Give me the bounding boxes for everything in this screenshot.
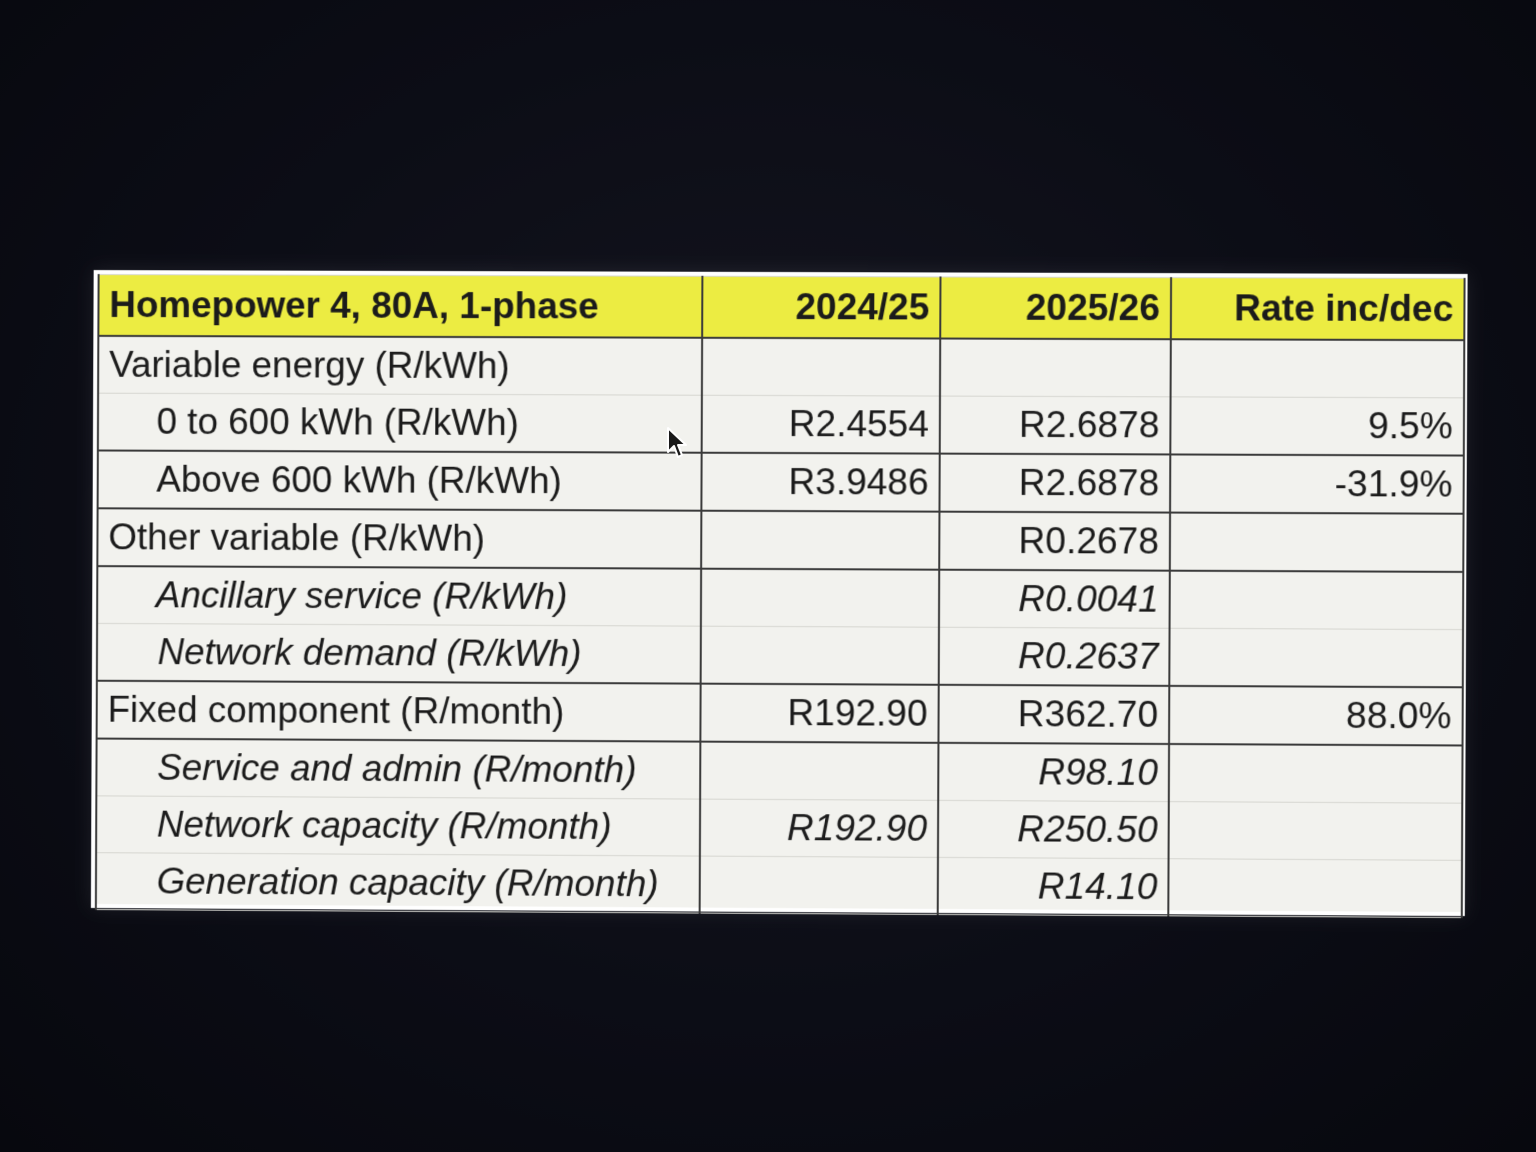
cell-rate[interactable] [1168,743,1463,804]
header-cell-2025-26[interactable]: 2025/26 [940,276,1172,340]
header-cell-2024-25[interactable]: 2024/25 [702,276,941,339]
cell-2024[interactable]: R2.4554 [701,395,940,454]
cell-2025[interactable]: R0.2678 [939,511,1171,571]
table-row-0-to-600: 0 to 600 kWh (R/kWh) R2.4554 R2.6878 9.5… [97,393,1465,456]
cell-2025[interactable]: R0.0041 [938,569,1170,629]
cell-label[interactable]: Network capacity (R/month) [96,795,701,857]
cell-2024[interactable] [700,741,939,801]
cell-rate[interactable] [1169,628,1464,688]
table-row-fixed-component: Fixed component (R/month) R192.90 R362.7… [96,680,1463,746]
cell-2024[interactable] [700,626,939,685]
cell-rate[interactable] [1168,801,1463,861]
cell-label[interactable]: 0 to 600 kWh (R/kWh) [97,393,702,453]
cell-2025[interactable]: R98.10 [938,742,1170,802]
table-row-generation-capacity: Generation capacity (R/month) R14.10 [95,852,1463,918]
cell-label[interactable]: Network demand (R/kWh) [96,623,701,684]
tariff-table: Homepower 4, 80A, 1-phase 2024/25 2025/2… [95,274,1466,918]
cell-label[interactable]: Above 600 kWh (R/kWh) [97,450,702,511]
header-cell-tariff[interactable]: Homepower 4, 80A, 1-phase [98,274,703,338]
cell-2024[interactable]: R192.90 [699,799,939,858]
cell-2025[interactable]: R14.10 [937,857,1169,916]
cell-label[interactable]: Other variable (R/kWh) [97,508,702,569]
cell-label[interactable]: Fixed component (R/month) [96,680,701,742]
cell-rate[interactable] [1169,570,1464,630]
header-cell-rate-change[interactable]: Rate inc/dec [1170,277,1465,341]
cell-rate[interactable] [1168,858,1463,918]
cell-2025[interactable] [939,338,1171,397]
cell-2025[interactable]: R362.70 [938,684,1170,744]
header-row: Homepower 4, 80A, 1-phase 2024/25 2025/2… [98,274,1465,341]
cell-2024[interactable]: R192.90 [700,683,939,743]
cell-2025[interactable]: R250.50 [937,800,1169,859]
table-row-network-capacity: Network capacity (R/month) R192.90 R250.… [96,795,1463,861]
cell-label[interactable]: Generation capacity (R/month) [95,852,700,914]
table-row-variable-energy: Variable energy (R/kWh) [98,335,1465,398]
cell-rate[interactable] [1169,512,1464,572]
cell-rate[interactable]: 9.5% [1170,396,1465,456]
cell-2025[interactable]: R2.6878 [939,396,1171,455]
table-row-ancillary-service: Ancillary service (R/kWh) R0.0041 [97,566,1464,630]
cell-2025[interactable]: R0.2637 [938,627,1170,686]
cell-label[interactable]: Variable energy (R/kWh) [98,335,703,396]
cell-2024[interactable]: R3.9486 [701,452,940,512]
spreadsheet-table-region: Homepower 4, 80A, 1-phase 2024/25 2025/2… [90,270,1468,918]
cell-label[interactable]: Ancillary service (R/kWh) [97,566,702,627]
table-row-service-admin: Service and admin (R/month) R98.10 [96,738,1463,804]
table-row-above-600: Above 600 kWh (R/kWh) R3.9486 R2.6878 -3… [97,450,1464,514]
cell-rate[interactable]: -31.9% [1170,454,1464,514]
cell-2024[interactable] [701,510,940,570]
mouse-pointer-icon [667,427,687,458]
cell-2024[interactable] [699,856,938,915]
cell-rate[interactable] [1170,339,1465,398]
cell-rate[interactable]: 88.0% [1169,685,1463,746]
table-row-other-variable: Other variable (R/kWh) R0.2678 [97,508,1464,572]
cell-2024[interactable] [700,568,940,628]
cell-label[interactable]: Service and admin (R/month) [96,738,701,800]
cell-2025[interactable]: R2.6878 [939,453,1171,513]
cell-2024[interactable] [701,337,941,397]
table-row-network-demand: Network demand (R/kWh) R0.2637 [96,623,1464,688]
